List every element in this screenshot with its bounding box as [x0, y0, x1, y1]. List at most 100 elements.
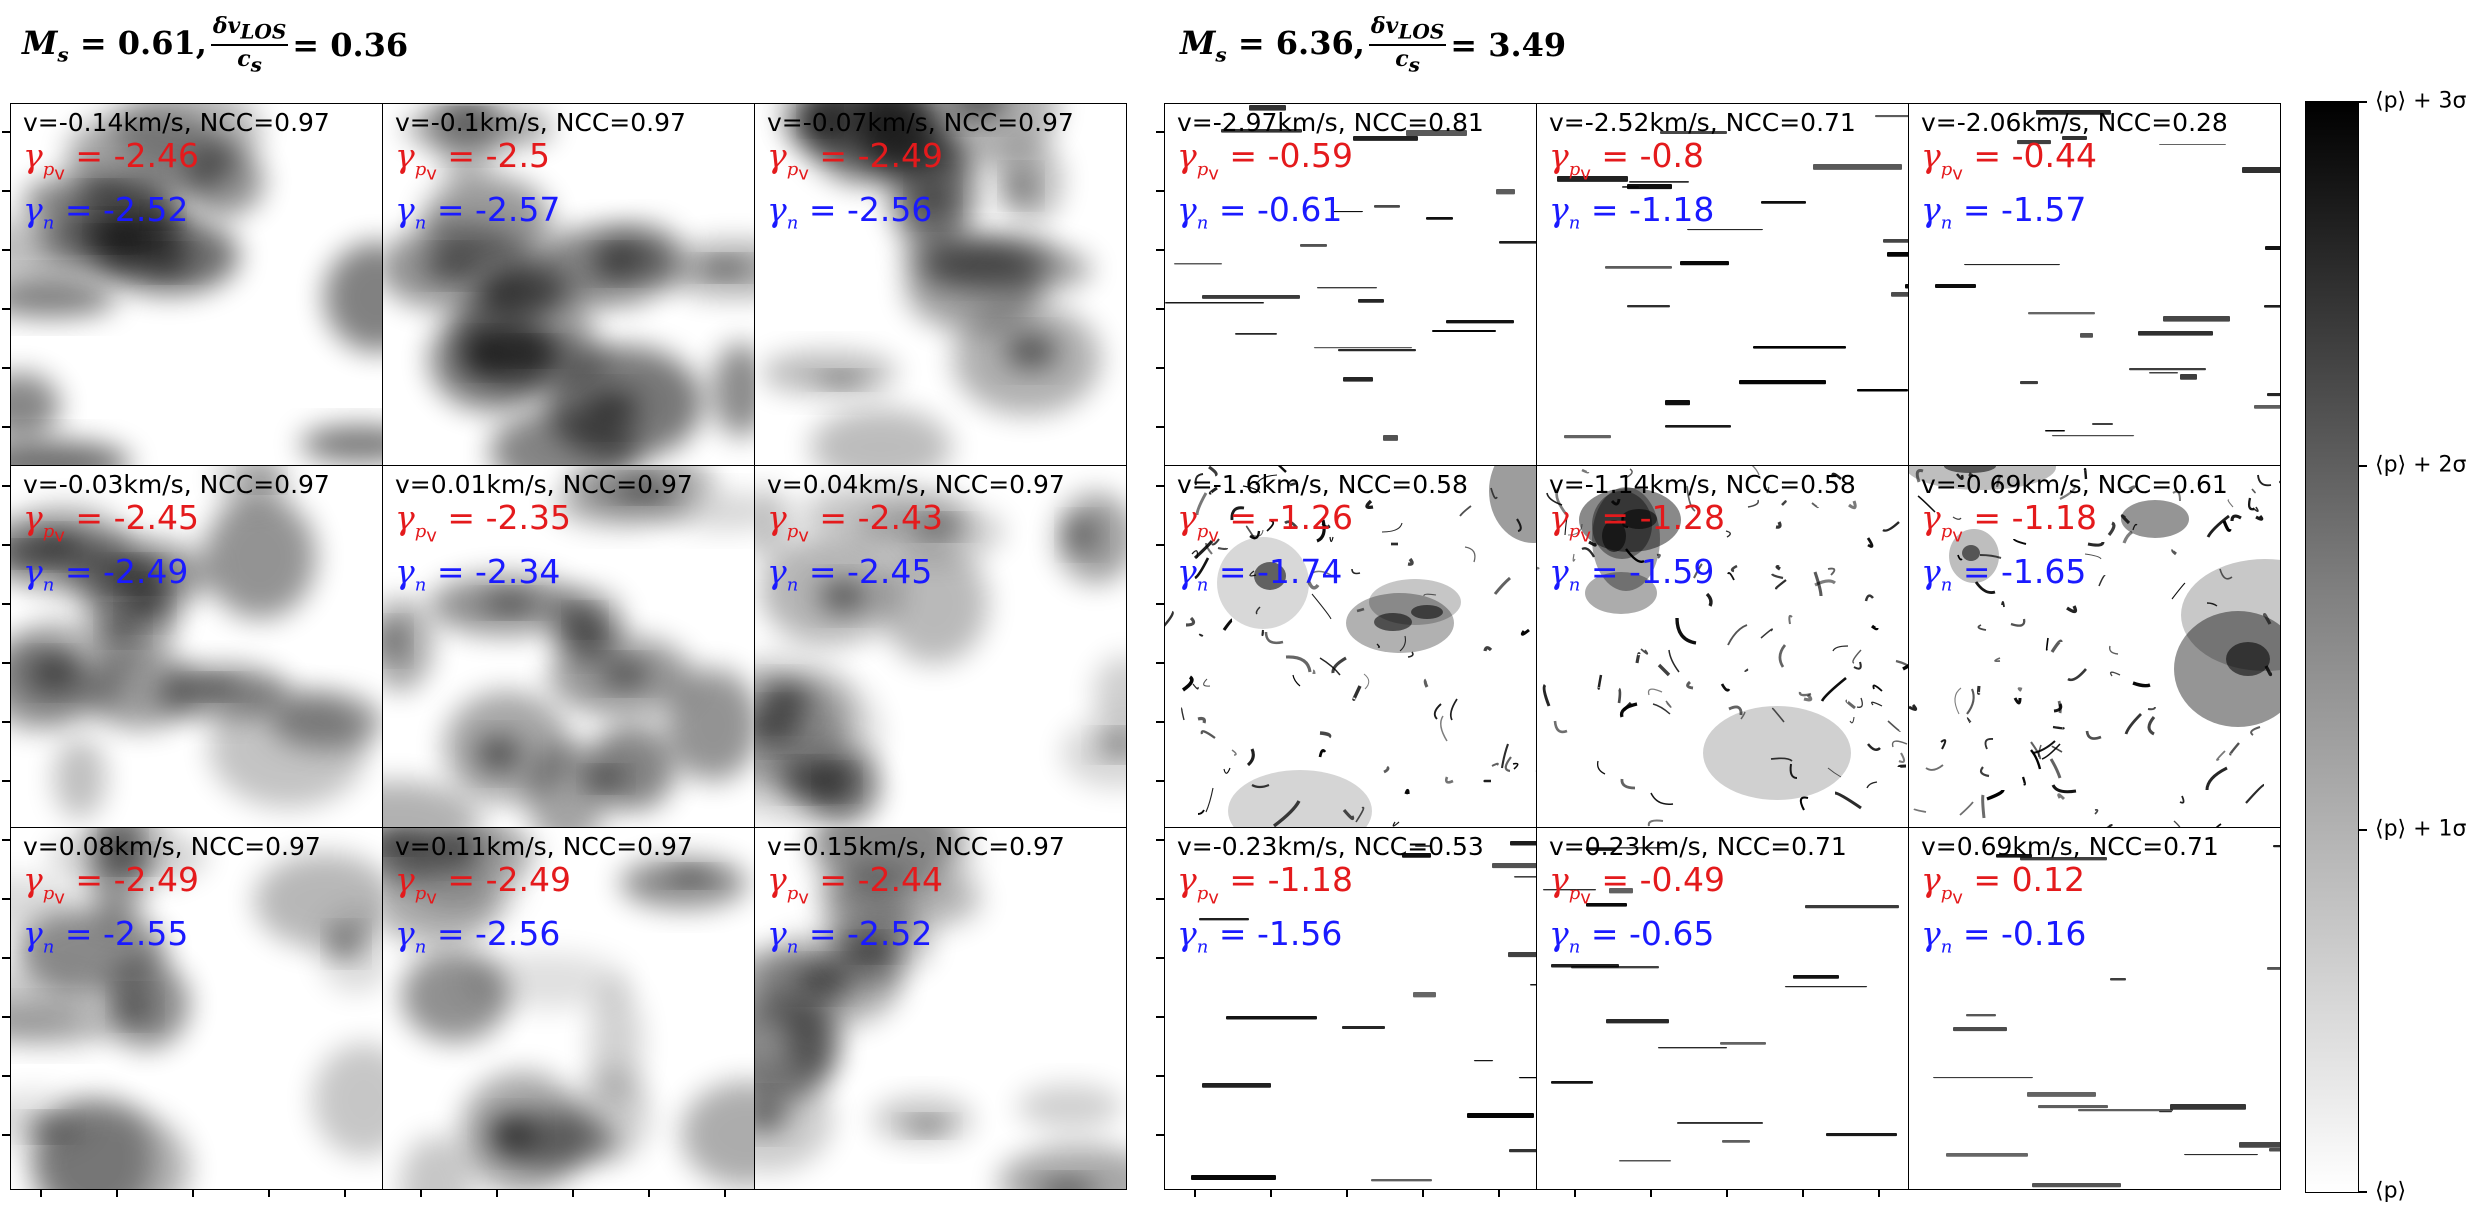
intensity-map — [1165, 104, 1536, 465]
panel-label: v=-0.03km/s, NCC=0.97 γpv = -2.45 γn = -2.… — [23, 470, 330, 604]
panel-label: v=0.69km/s, NCC=0.71 γpv = 0.12 γn = -0.16 — [1921, 832, 2219, 966]
intensity-map — [1165, 828, 1536, 1189]
velocity-ncc-label: v=0.04km/s, NCC=0.97 — [767, 470, 1065, 499]
gamma-pv-label: γpv = -0.49 — [1549, 860, 1725, 909]
gamma-pv-label: γpv = -2.43 — [767, 498, 943, 547]
intensity-map — [11, 466, 382, 827]
velocity-ncc-label: v=-0.07km/s, NCC=0.97 — [767, 108, 1074, 137]
gamma-n-label: γn = -1.59 — [1549, 552, 1715, 596]
panel-label: v=-1.14km/s, NCC=0.58 γpv = -1.28 γn = -1.… — [1549, 470, 1856, 604]
gamma-pv-label: γpv = 0.12 — [1921, 860, 2086, 909]
gamma-pv-label: γpv = -0.44 — [1921, 136, 2097, 185]
panel-label: v=-2.06km/s, NCC=0.28 γpv = -0.44 γn = -1.… — [1921, 108, 2228, 242]
gamma-pv-label: γpv = -2.45 — [23, 498, 199, 547]
panel-label: v=0.11km/s, NCC=0.97 γpv = -2.49 γn = -2.5… — [395, 832, 693, 966]
right-panel-7: v=-0.23km/s, NCC=0.53 γpv = -1.18 γn = -1.… — [1164, 827, 1537, 1190]
gamma-n-label: γn = -0.16 — [1921, 914, 2087, 958]
gamma-n-label: γn = -1.57 — [1921, 190, 2087, 234]
intensity-map — [1537, 104, 1908, 465]
gamma-pv-label: γpv = -1.18 — [1177, 860, 1353, 909]
gamma-n-label: γn = -2.56 — [767, 190, 933, 234]
panel-label: v=0.23km/s, NCC=0.71 γpv = -0.49 γn = -0.6… — [1549, 832, 1847, 966]
gamma-pv-label: γpv = -2.46 — [23, 136, 199, 185]
velocity-ncc-label: v=-2.06km/s, NCC=0.28 — [1921, 108, 2228, 137]
left-panel-4: v=-0.03km/s, NCC=0.97 γpv = -2.45 γn = -2.… — [10, 465, 383, 828]
gamma-n-label: γn = -1.65 — [1921, 552, 2087, 596]
gamma-n-label: γn = -2.52 — [767, 914, 933, 958]
velocity-ncc-label: v=-2.52km/s, NCC=0.71 — [1549, 108, 1856, 137]
intensity-map — [383, 104, 754, 465]
gamma-pv-label: γpv = -0.8 — [1549, 136, 1704, 185]
panel-label: v=-1.6km/s, NCC=0.58 γpv = -1.26 γn = -1.7… — [1177, 470, 1468, 604]
velocity-ncc-label: v=-0.14km/s, NCC=0.97 — [23, 108, 330, 137]
right-panel-5: v=-1.14km/s, NCC=0.58 γpv = -1.28 γn = -1.… — [1536, 465, 1909, 828]
gamma-n-label: γn = -1.56 — [1177, 914, 1343, 958]
panel-label: v=-0.1km/s, NCC=0.97 γpv = -2.5 γn = -2.57 — [395, 108, 686, 242]
right-panel-1: v=-2.97km/s, NCC=0.81 γpv = -0.59 γn = -0.… — [1164, 103, 1537, 466]
velocity-ncc-label: v=0.23km/s, NCC=0.71 — [1549, 832, 1847, 861]
gamma-pv-label: γpv = -2.44 — [767, 860, 943, 909]
intensity-map — [1165, 466, 1536, 827]
panel-label: v=0.01km/s, NCC=0.97 γpv = -2.35 γn = -2.3… — [395, 470, 693, 604]
gamma-n-label: γn = -0.65 — [1549, 914, 1715, 958]
gamma-n-label: γn = -2.56 — [395, 914, 561, 958]
gamma-pv-label: γpv = -2.49 — [767, 136, 943, 185]
velocity-ncc-label: v=-0.69km/s, NCC=0.61 — [1921, 470, 2228, 499]
gamma-pv-label: γpv = -2.49 — [23, 860, 199, 909]
velocity-ncc-label: v=-0.1km/s, NCC=0.97 — [395, 108, 686, 137]
velocity-ncc-label: v=0.69km/s, NCC=0.71 — [1921, 832, 2219, 861]
velocity-ncc-label: v=-1.6km/s, NCC=0.58 — [1177, 470, 1468, 499]
left-title: Ms = 0.61, δvLOS cs = 0.36 — [22, 12, 409, 77]
left-panel-8: v=0.11km/s, NCC=0.97 γpv = -2.49 γn = -2.5… — [382, 827, 755, 1190]
intensity-map — [1909, 466, 2280, 827]
colorbar-label-1sigma: ⟨p⟩ + 1σ — [2375, 816, 2467, 842]
gamma-pv-label: γpv = -1.26 — [1177, 498, 1353, 547]
intensity-map — [383, 828, 754, 1189]
velocity-ncc-label: v=0.15km/s, NCC=0.97 — [767, 832, 1065, 861]
panel-label: v=-2.97km/s, NCC=0.81 γpv = -0.59 γn = -0.… — [1177, 108, 1484, 242]
gamma-pv-label: γpv = -2.35 — [395, 498, 571, 547]
velocity-ncc-label: v=-1.14km/s, NCC=0.58 — [1549, 470, 1856, 499]
panel-label: v=-0.07km/s, NCC=0.97 γpv = -2.49 γn = -2.… — [767, 108, 1074, 242]
intensity-map — [755, 828, 1126, 1189]
gamma-pv-label: γpv = -1.18 — [1921, 498, 2097, 547]
right-panel-8: v=0.23km/s, NCC=0.71 γpv = -0.49 γn = -0.6… — [1536, 827, 1909, 1190]
gamma-pv-label: γpv = -0.59 — [1177, 136, 1353, 185]
panel-label: v=-0.14km/s, NCC=0.97 γpv = -2.46 γn = -2.… — [23, 108, 330, 242]
right-title: Ms = 6.36, δvLOS cs = 3.49 — [1180, 12, 1567, 77]
panel-label: v=0.15km/s, NCC=0.97 γpv = -2.44 γn = -2.5… — [767, 832, 1065, 966]
intensity-map — [11, 828, 382, 1189]
gamma-pv-label: γpv = -1.28 — [1549, 498, 1725, 547]
left-panel-2: v=-0.1km/s, NCC=0.97 γpv = -2.5 γn = -2.57 — [382, 103, 755, 466]
gamma-n-label: γn = -2.34 — [395, 552, 561, 596]
left-panel-1: v=-0.14km/s, NCC=0.97 γpv = -2.46 γn = -2.… — [10, 103, 383, 466]
colorbar-label-mean: ⟨p⟩ — [2375, 1178, 2407, 1204]
gamma-n-label: γn = -2.55 — [23, 914, 189, 958]
right-panel-6: v=-0.69km/s, NCC=0.61 γpv = -1.18 γn = -1.… — [1908, 465, 2281, 828]
intensity-map — [1909, 104, 2280, 465]
intensity-map — [1537, 828, 1908, 1189]
velocity-ncc-label: v=0.11km/s, NCC=0.97 — [395, 832, 693, 861]
colorbar-label-2sigma: ⟨p⟩ + 2σ — [2375, 452, 2467, 478]
panel-label: v=-0.69km/s, NCC=0.61 γpv = -1.18 γn = -1.… — [1921, 470, 2228, 604]
colorbar-label-3sigma: ⟨p⟩ + 3σ — [2375, 88, 2467, 114]
velocity-ncc-label: v=-2.97km/s, NCC=0.81 — [1177, 108, 1484, 137]
panel-label: v=0.08km/s, NCC=0.97 γpv = -2.49 γn = -2.5… — [23, 832, 321, 966]
panel-label: v=-0.23km/s, NCC=0.53 γpv = -1.18 γn = -1.… — [1177, 832, 1484, 966]
intensity-map — [1909, 828, 2280, 1189]
right-panel-2: v=-2.52km/s, NCC=0.71 γpv = -0.8 γn = -1.1… — [1536, 103, 1909, 466]
gamma-n-label: γn = -2.52 — [23, 190, 189, 234]
gamma-pv-label: γpv = -2.5 — [395, 136, 550, 185]
colorbar — [2305, 101, 2359, 1193]
left-panel-7: v=0.08km/s, NCC=0.97 γpv = -2.49 γn = -2.5… — [10, 827, 383, 1190]
gamma-n-label: γn = -0.61 — [1177, 190, 1343, 234]
left-panel-grid: v=-0.14km/s, NCC=0.97 γpv = -2.46 γn = -2.… — [2, 103, 1127, 1197]
gamma-n-label: γn = -2.45 — [767, 552, 933, 596]
intensity-map — [1537, 466, 1908, 827]
velocity-ncc-label: v=0.08km/s, NCC=0.97 — [23, 832, 321, 861]
right-panel-grid: v=-2.97km/s, NCC=0.81 γpv = -0.59 γn = -0.… — [1156, 103, 2281, 1197]
gamma-n-label: γn = -1.18 — [1549, 190, 1715, 234]
velocity-ncc-label: v=0.01km/s, NCC=0.97 — [395, 470, 693, 499]
gamma-n-label: γn = -2.57 — [395, 190, 561, 234]
left-panel-5: v=0.01km/s, NCC=0.97 γpv = -2.35 γn = -2.3… — [382, 465, 755, 828]
